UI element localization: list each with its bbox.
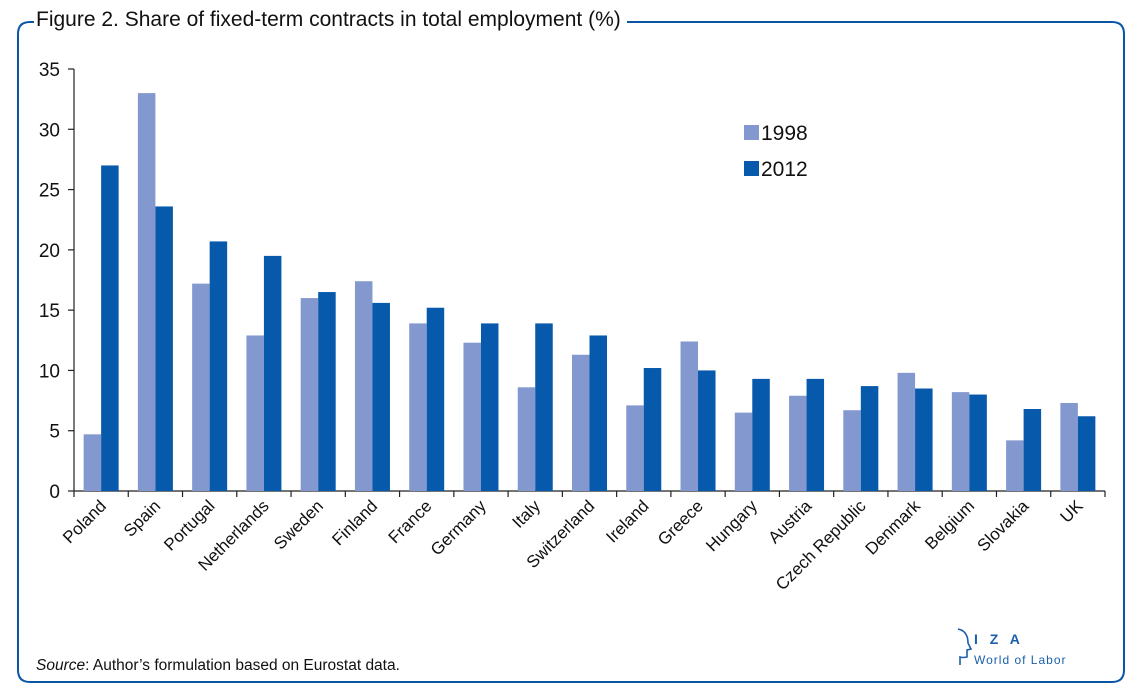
bar-2012-netherlands — [263, 255, 282, 491]
x-tick-label: Spain — [120, 496, 164, 540]
x-tick-label: Greece — [654, 496, 707, 549]
x-tick-label: Denmark — [862, 496, 925, 559]
bar-1998-netherlands — [246, 335, 264, 491]
source-note: Source: Author’s formulation based on Eu… — [36, 657, 400, 675]
x-tick-label: Austria — [765, 496, 816, 547]
bar-2012-greece — [698, 370, 716, 491]
bar-1998-belgium — [951, 392, 970, 491]
x-tick-label: Sweden — [270, 496, 327, 553]
bar-1998-denmark — [897, 372, 916, 491]
y-tick-label: 25 — [39, 181, 60, 202]
bar-1998-austria — [789, 395, 807, 491]
bar-2012-belgium — [969, 394, 987, 491]
bar-2012-italy — [535, 323, 553, 491]
bar-2012-poland — [101, 165, 119, 491]
bar-2012-uk — [1077, 416, 1096, 491]
bar-1998-greece — [680, 341, 699, 491]
bar-1998-poland — [83, 434, 102, 491]
bar-1998-sweden — [300, 298, 319, 491]
bar-2012-spain — [155, 206, 173, 492]
bar-1998-italy — [517, 387, 536, 491]
bars — [83, 93, 1096, 492]
bar-2012-hungary — [752, 378, 770, 491]
y-tick-label: 35 — [39, 60, 60, 81]
y-tick-label: 30 — [39, 120, 60, 141]
bar-2012-france — [426, 307, 445, 491]
bar-1998-hungary — [734, 412, 753, 491]
bar-2012-austria — [806, 378, 825, 491]
x-tick-label: Italy — [509, 496, 545, 532]
x-tick-label: Germany — [427, 496, 490, 559]
bar-2012-germany — [480, 323, 499, 491]
legend-label-2012: 2012 — [761, 158, 808, 181]
legend-swatch-1998 — [744, 125, 759, 140]
bar-1998-france — [409, 323, 427, 491]
x-tick-label: Slovakia — [974, 496, 1033, 555]
bar-2012-denmark — [915, 388, 933, 491]
bar-1998-ireland — [626, 405, 644, 491]
bar-1998-slovakia — [1006, 440, 1024, 491]
y-tick-label: 5 — [49, 422, 60, 443]
iza-logo: I Z A World of Labor — [950, 625, 1126, 685]
head-logo-icon — [957, 628, 972, 665]
bar-2012-ireland — [643, 368, 662, 491]
bar-2012-czech-republic — [860, 386, 879, 491]
bar-1998-finland — [354, 281, 373, 491]
x-tick-label: France — [385, 496, 436, 547]
x-tick-label: Poland — [59, 496, 110, 547]
y-tick-label: 15 — [39, 301, 60, 322]
y-tick-label: 20 — [39, 241, 60, 262]
bar-2012-switzerland — [589, 335, 607, 491]
source-label: Source — [36, 657, 86, 674]
legend: 1998 2012 — [744, 122, 808, 181]
bar-1998-portugal — [192, 283, 210, 491]
bar-2012-slovakia — [1023, 409, 1042, 491]
bar-1998-germany — [463, 342, 481, 491]
bar-1998-switzerland — [572, 354, 590, 491]
logo-text: I Z A — [974, 631, 1024, 647]
bar-2012-portugal — [209, 241, 228, 491]
bar-2012-finland — [372, 302, 390, 491]
legend-swatch-2012 — [744, 161, 759, 176]
y-tick-label: 0 — [49, 482, 60, 503]
bar-1998-spain — [137, 93, 156, 491]
bar-1998-uk — [1060, 402, 1078, 491]
bar-2012-sweden — [318, 292, 336, 491]
x-tick-label: Belgium — [921, 496, 978, 553]
y-tick-label: 10 — [39, 361, 60, 382]
x-tick-label: Hungary — [702, 496, 761, 555]
legend-label-1998: 1998 — [761, 122, 808, 145]
logo-subtext: World of Labor — [974, 653, 1067, 667]
x-tick-label: UK — [1057, 496, 1088, 527]
source-text: : Author’s formulation based on Eurostat… — [85, 657, 400, 674]
x-tick-label: Finland — [328, 496, 381, 549]
x-tick-label: Ireland — [602, 496, 652, 546]
bar-1998-czech-republic — [843, 410, 861, 491]
figure-title: Figure 2. Share of fixed-term contracts … — [34, 8, 627, 32]
